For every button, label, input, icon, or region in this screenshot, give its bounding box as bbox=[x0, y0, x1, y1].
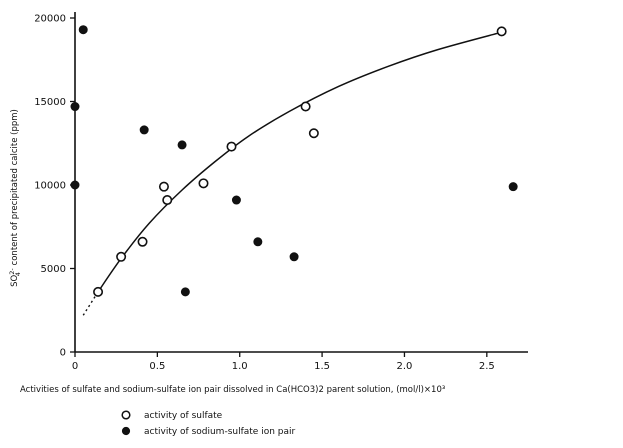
sulfate-point bbox=[137, 236, 148, 247]
y-axis-title-part: SO bbox=[10, 274, 20, 286]
x-tick-label: 2.5 bbox=[479, 361, 495, 372]
legend-marker-filled-circle bbox=[121, 426, 131, 436]
sulfate-point bbox=[226, 141, 237, 152]
x-tick-label: 0 bbox=[72, 361, 78, 372]
x-tick-label: 0.5 bbox=[149, 361, 165, 372]
legend-label: activity of sulfate bbox=[144, 411, 223, 421]
sulfate-point bbox=[116, 251, 127, 262]
y-axis-title: SO2-4 content of precipitated calcite (p… bbox=[8, 109, 22, 287]
y-tick-label: 5000 bbox=[41, 264, 66, 275]
legend-label: activity of sodium-sulfate ion pair bbox=[144, 427, 296, 437]
x-tick-label: 2.0 bbox=[397, 361, 413, 372]
sulfate-point bbox=[158, 181, 169, 192]
sulfate-point bbox=[308, 128, 319, 139]
sodium-sulfate-point bbox=[78, 25, 88, 35]
y-axis-title-part: content of precipitated calcite (ppm) bbox=[10, 109, 20, 268]
x-tick-label: 1.5 bbox=[314, 361, 330, 372]
sodium-sulfate-point bbox=[253, 237, 263, 247]
sodium-sulfate-point bbox=[177, 140, 187, 150]
x-tick-label: 1.0 bbox=[232, 361, 248, 372]
legend-marker-open-circle bbox=[121, 410, 131, 420]
sulfate-point bbox=[93, 286, 104, 297]
data-points-layer bbox=[70, 25, 518, 297]
y-axis-title-superscript: 2- bbox=[8, 268, 16, 275]
y-tick-label: 20000 bbox=[34, 14, 66, 25]
y-tick-label: 15000 bbox=[34, 97, 66, 108]
sodium-sulfate-point bbox=[508, 182, 518, 192]
sodium-sulfate-point bbox=[139, 125, 149, 135]
trend-curve bbox=[97, 31, 502, 293]
sulfate-point bbox=[198, 178, 209, 189]
x-axis-title: Activities of sulfate and sodium-sulfate… bbox=[20, 385, 445, 395]
y-tick-label: 10000 bbox=[34, 181, 66, 192]
sulfate-point bbox=[300, 101, 311, 112]
legend: activity of sulfate activity of sodium-su… bbox=[121, 410, 296, 437]
sulfate-point bbox=[162, 195, 173, 206]
sodium-sulfate-point bbox=[231, 195, 241, 205]
sodium-sulfate-point bbox=[180, 287, 190, 297]
sodium-sulfate-point bbox=[70, 102, 80, 112]
axes: 0 5000 10000 15000 20000 0 0.5 1.0 1.5 2.0 2.5 Acti… bbox=[8, 12, 528, 395]
sodium-sulfate-point bbox=[70, 180, 80, 190]
y-axis-title-subscript: 4 bbox=[14, 272, 22, 276]
y-tick-label: 0 bbox=[60, 348, 66, 359]
sodium-sulfate-point bbox=[289, 252, 299, 262]
trend-curve-layer bbox=[82, 31, 502, 316]
sulfate-point bbox=[496, 26, 507, 37]
